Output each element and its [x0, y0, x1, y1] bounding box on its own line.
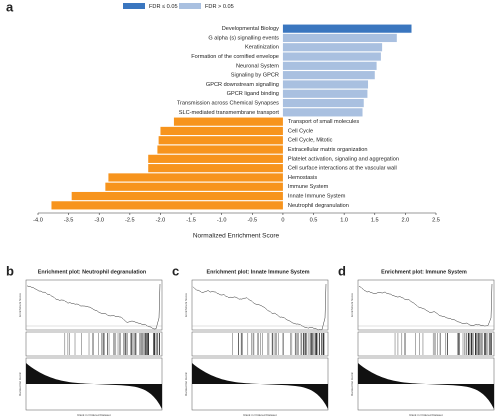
bar	[282, 89, 368, 98]
bar-label: Neutrophil degranulation	[288, 203, 349, 209]
es-curve	[192, 283, 327, 331]
bar-label: Formation of the cornified envelope	[191, 54, 279, 60]
bar	[108, 173, 283, 182]
bar	[282, 52, 381, 61]
bar	[282, 108, 363, 117]
bar-label: Transport of small molecules	[288, 119, 359, 125]
plot-title: Enrichment plot: Neutrophil degranulatio…	[38, 269, 146, 275]
metric-axis-title: Ranked list metric	[350, 372, 354, 396]
bar	[282, 80, 369, 89]
legend-label: FDR ≤ 0.05	[149, 4, 178, 10]
bar-label: Developmental Biology	[222, 26, 279, 32]
bar-label: Keratinization	[245, 45, 279, 51]
x-tick-label: -4.0	[33, 217, 43, 223]
metric-area	[26, 363, 162, 409]
x-tick-label: 1.5	[371, 217, 379, 223]
bar-label: Transmission across Chemical Synapses	[177, 101, 279, 107]
bar-label: Cell surface interactions at the vascula…	[288, 166, 397, 172]
hits-frame	[25, 331, 163, 357]
metric-axis-title: Ranked list metric	[184, 372, 188, 396]
bar-label: Extracellular matrix organization	[288, 147, 368, 153]
x-tick-label: 0	[281, 217, 284, 223]
metric-axis-title: Ranked list metric	[18, 372, 22, 396]
bar-label: Innate Immune System	[288, 194, 346, 200]
x-tick-label: -2.5	[125, 217, 135, 223]
x-tick-label: -0.5	[247, 217, 257, 223]
rank-axis-title: Rank in Ordered Dataset	[243, 413, 276, 417]
bar-label: Signaling by GPCR	[231, 73, 279, 79]
bar	[157, 145, 283, 154]
hits-frame	[357, 331, 495, 357]
bar-label: Hemostasis	[288, 175, 317, 181]
es-axis-title: Enrichment Score	[18, 293, 22, 317]
x-tick-label: 2.0	[401, 217, 409, 223]
legend-label: FDR > 0.05	[205, 4, 234, 10]
metric-area	[358, 363, 494, 409]
es-axis-title: Enrichment Score	[184, 293, 188, 317]
x-tick-label: -1.5	[186, 217, 196, 223]
bar-label: Platelet activation, signaling and aggre…	[288, 156, 399, 162]
x-tick-label: 1.0	[340, 217, 348, 223]
es-frame	[25, 279, 163, 331]
x-tick-label: 0.5	[310, 217, 318, 223]
es-frame	[191, 279, 329, 331]
plot-title: Enrichment plot: Immune System	[381, 269, 467, 275]
x-tick-label: 2.5	[432, 217, 440, 223]
bar-label: SLC-mediated transmembrane transport	[179, 110, 280, 116]
panel-label: d	[338, 263, 346, 278]
es-curve	[26, 283, 161, 330]
bar-label: Cell Cycle	[288, 128, 313, 134]
bar-label: Neuronal System	[236, 63, 279, 69]
panel-label: c	[172, 263, 179, 278]
bar	[282, 98, 364, 108]
bar	[158, 136, 283, 145]
x-tick-label: -3.0	[94, 217, 104, 223]
legend-swatch	[179, 3, 201, 9]
legend-swatch	[123, 3, 145, 9]
x-axis-title: Normalized Enrichment Score	[193, 233, 280, 240]
es-curve	[358, 283, 493, 327]
bar	[282, 43, 383, 52]
bar	[173, 117, 283, 126]
bar	[51, 201, 283, 210]
bar-label: GPCR ligand binding	[227, 91, 279, 97]
x-tick-label: -3.5	[64, 217, 74, 223]
bar	[105, 182, 283, 191]
rank-axis-title: Rank in Ordered Dataset	[409, 413, 442, 417]
bar	[160, 126, 283, 136]
bar-label: GPCR downstream signalling	[206, 82, 279, 88]
bar	[282, 33, 397, 43]
plot-title: Enrichment plot: Innate Immune System	[206, 269, 309, 275]
bar-label: Immune System	[288, 184, 329, 190]
bar	[282, 71, 375, 80]
hits-frame	[191, 331, 329, 357]
x-tick-label: -1.0	[217, 217, 227, 223]
bar	[282, 61, 377, 70]
bar	[148, 164, 283, 173]
metric-area	[192, 363, 328, 409]
bar	[148, 154, 283, 163]
panel-label: b	[6, 263, 14, 278]
bar	[71, 191, 283, 201]
bar-label: Cell Cycle, Mitotic	[288, 138, 333, 144]
rank-axis-title: Rank in Ordered Dataset	[77, 413, 110, 417]
panel-label: a	[6, 0, 14, 14]
es-axis-title: Enrichment Score	[350, 293, 354, 317]
x-tick-label: -2.0	[156, 217, 166, 223]
bar	[282, 24, 412, 33]
es-frame	[357, 279, 495, 331]
bar-label: G alpha (s) signalling events	[208, 35, 279, 41]
